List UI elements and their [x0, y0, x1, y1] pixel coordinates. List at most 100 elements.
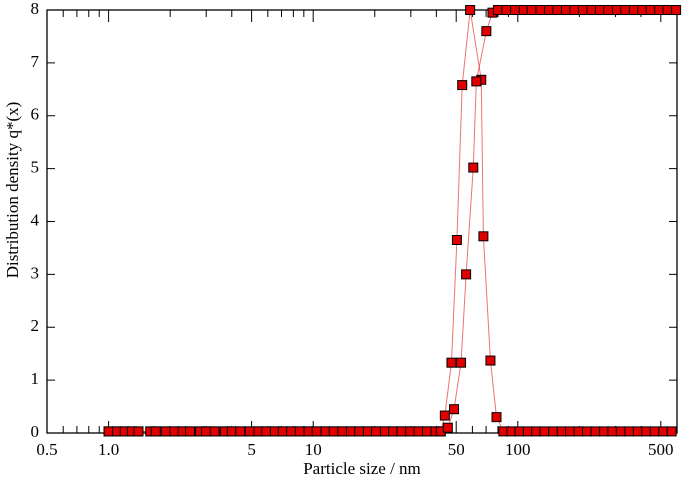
data-point	[577, 5, 588, 15]
data-point	[422, 426, 433, 437]
data-point	[209, 426, 220, 437]
data-point	[641, 426, 652, 437]
x-tick-label: 500	[648, 440, 674, 459]
data-point	[526, 5, 537, 15]
data-point	[628, 5, 639, 15]
y-tick-label: 1	[31, 369, 40, 388]
data-point	[226, 426, 237, 437]
data-point	[337, 426, 348, 437]
data-point	[354, 426, 365, 437]
data-point	[379, 426, 390, 437]
data-point	[185, 426, 196, 437]
data-point	[491, 412, 502, 423]
x-tick-label: 10	[305, 440, 322, 459]
x-tick-label: 50	[448, 440, 465, 459]
data-point	[446, 357, 457, 368]
data-point	[439, 410, 450, 421]
data-point	[371, 426, 382, 437]
x-tick-label: 1.0	[98, 440, 119, 459]
data-point	[456, 357, 467, 368]
y-axis-label: Distribution density q*(x)	[3, 102, 22, 279]
data-point	[471, 76, 482, 87]
data-point	[510, 5, 521, 15]
data-point	[552, 5, 563, 15]
y-tick-label: 5	[31, 158, 40, 177]
data-point	[645, 5, 656, 15]
x-tick-label: 100	[505, 440, 531, 459]
x-axis-label: Particle size / nm	[303, 459, 421, 478]
data-point	[468, 162, 479, 173]
data-point	[457, 80, 468, 91]
data-point	[451, 235, 462, 246]
data-point	[586, 5, 597, 15]
data-point	[396, 426, 407, 437]
data-point	[615, 426, 626, 437]
data-point	[607, 426, 618, 437]
data-point	[662, 5, 673, 15]
x-tick-label: 5	[247, 440, 256, 459]
series-line	[108, 9, 672, 432]
data-point	[637, 5, 648, 15]
data-point	[478, 231, 489, 242]
data-point	[654, 5, 665, 15]
data-point	[666, 426, 677, 437]
data-point	[362, 426, 373, 437]
y-tick-label: 4	[31, 210, 40, 229]
data-point	[582, 426, 593, 437]
plot-frame	[46, 9, 678, 434]
data-point	[442, 422, 453, 433]
data-point	[277, 426, 288, 437]
data-point	[345, 426, 356, 437]
data-point	[388, 426, 399, 437]
data-point	[649, 426, 660, 437]
data-point	[556, 426, 567, 437]
data-point	[413, 426, 424, 437]
y-tick-label: 8	[31, 0, 40, 18]
data-point	[311, 426, 322, 437]
series-line	[108, 9, 677, 432]
data-point	[624, 426, 635, 437]
data-point	[160, 426, 171, 437]
data-point	[481, 26, 492, 37]
data-point	[560, 5, 571, 15]
data-point	[565, 426, 576, 437]
data-point	[485, 355, 496, 366]
data-point	[103, 426, 114, 437]
data-point	[294, 426, 305, 437]
data-point	[632, 426, 643, 437]
y-tick-label: 6	[31, 105, 40, 124]
y-tick-label: 3	[31, 263, 40, 282]
data-point	[539, 426, 550, 437]
data-point	[201, 426, 212, 437]
data-point	[244, 426, 255, 437]
data-point	[506, 426, 517, 437]
data-point	[449, 404, 460, 415]
data-point	[535, 5, 546, 15]
data-point	[548, 426, 559, 437]
data-point	[514, 426, 525, 437]
y-tick-label: 0	[31, 422, 40, 441]
y-tick-label: 7	[31, 52, 40, 71]
data-point	[501, 5, 512, 15]
data-point	[569, 5, 580, 15]
data-point	[133, 426, 144, 437]
data-point	[658, 426, 669, 437]
data-point	[328, 426, 339, 437]
data-point	[492, 5, 503, 15]
data-point	[671, 5, 682, 15]
data-point	[611, 5, 622, 15]
y-tick-label: 2	[31, 316, 40, 335]
data-point	[603, 5, 614, 15]
data-point	[573, 426, 584, 437]
data-point	[590, 426, 601, 437]
data-point	[594, 5, 605, 15]
data-point	[522, 426, 533, 437]
data-point	[235, 426, 246, 437]
data-point	[461, 269, 472, 280]
data-point	[405, 426, 416, 437]
data-point	[543, 5, 554, 15]
data-point	[531, 426, 542, 437]
data-point	[261, 426, 272, 437]
data-point	[465, 5, 476, 15]
